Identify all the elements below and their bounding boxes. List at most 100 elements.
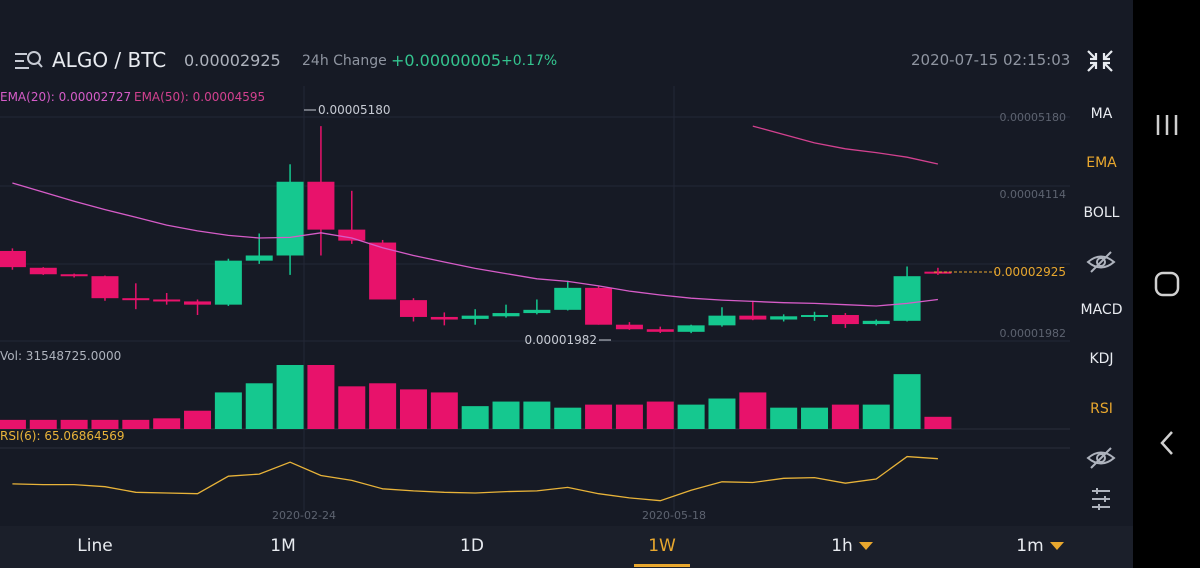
volume-bar bbox=[307, 365, 335, 429]
home-icon[interactable] bbox=[1151, 269, 1183, 299]
volume-bar bbox=[862, 404, 890, 429]
low-marker: 0.00001982 bbox=[524, 333, 597, 347]
volume-bar bbox=[831, 404, 859, 429]
indicator-macd[interactable]: MACD bbox=[1080, 302, 1123, 318]
timeframe-bar: Line 1M 1D 1W 1h 1m bbox=[0, 526, 1133, 568]
system-nav-bar bbox=[1133, 0, 1200, 568]
volume-bar bbox=[60, 419, 88, 429]
indicator-kdj[interactable]: KDJ bbox=[1089, 351, 1114, 367]
tab-1m-month[interactable]: 1M bbox=[248, 536, 318, 556]
candle-body bbox=[801, 315, 829, 318]
volume-bar bbox=[924, 416, 952, 429]
candle-body bbox=[924, 271, 952, 274]
ema20-line bbox=[12, 182, 938, 307]
dropdown-triangle-icon bbox=[858, 542, 873, 550]
candle-body bbox=[91, 276, 119, 299]
last-price: 0.00002925 bbox=[184, 51, 281, 70]
tab-1w[interactable]: 1W bbox=[627, 536, 697, 556]
tab-label: 1h bbox=[831, 536, 853, 556]
indicator-ema[interactable]: EMA bbox=[1086, 155, 1117, 171]
candle-body bbox=[307, 181, 335, 230]
volume-bar bbox=[276, 365, 304, 429]
volume-bar bbox=[91, 419, 119, 429]
tab-1d[interactable]: 1D bbox=[437, 536, 507, 556]
candle-body bbox=[615, 324, 643, 330]
volume-bar bbox=[461, 406, 489, 429]
recent-apps-icon[interactable] bbox=[1151, 110, 1183, 140]
volume-bar bbox=[0, 419, 26, 429]
back-icon[interactable] bbox=[1151, 428, 1183, 458]
volume-bar bbox=[399, 389, 427, 429]
volume-bar bbox=[708, 398, 736, 429]
tab-label: 1M bbox=[270, 536, 296, 556]
candle-body bbox=[646, 329, 674, 332]
ema20-legend: EMA(20): 0.00002727 bbox=[0, 90, 131, 104]
volume-bar bbox=[523, 401, 551, 429]
indicator-rsi[interactable]: RSI bbox=[1090, 401, 1113, 417]
candle-body bbox=[338, 229, 366, 241]
candle-body bbox=[245, 255, 273, 261]
ema50-line bbox=[752, 125, 939, 165]
price-chart[interactable]: EMA(20): 0.00002727 EMA(50): 0.00004595 … bbox=[0, 86, 1070, 526]
candle-body bbox=[523, 309, 551, 314]
volume-bar bbox=[184, 410, 212, 429]
timestamp: 2020-07-15 02:15:03 bbox=[911, 51, 1071, 69]
tab-label: Line bbox=[77, 536, 113, 556]
sliders-icon[interactable] bbox=[1086, 486, 1116, 512]
current-price-tag: 0.00002925 bbox=[993, 265, 1066, 279]
price-axis-label: 0.00001982 bbox=[1000, 327, 1066, 340]
volume-bar bbox=[585, 404, 613, 429]
date-label: 2020-02-24 bbox=[272, 509, 336, 522]
volume-bar bbox=[646, 401, 674, 429]
volume-bar bbox=[893, 374, 921, 429]
candle-body bbox=[862, 320, 890, 325]
volume-bar bbox=[615, 404, 643, 429]
eye-off-icon[interactable] bbox=[1086, 249, 1116, 275]
indicator-ma[interactable]: MA bbox=[1090, 106, 1113, 122]
candle-body bbox=[492, 313, 520, 317]
volume-bar bbox=[770, 407, 798, 429]
candle-body bbox=[893, 276, 921, 321]
candle-body bbox=[184, 301, 212, 305]
volume-bar bbox=[29, 419, 57, 429]
candle-body bbox=[585, 287, 613, 325]
exit-fullscreen-icon[interactable] bbox=[1086, 48, 1114, 74]
volume-bar bbox=[801, 407, 829, 429]
candle-body bbox=[122, 298, 150, 301]
tab-1m-minute[interactable]: 1m bbox=[1000, 536, 1080, 556]
rsi-label: RSI(6): 65.06864569 bbox=[0, 429, 125, 443]
header: ALGO / BTC 0.00002925 24h Change +0.0000… bbox=[0, 0, 1133, 118]
candle-body bbox=[214, 260, 242, 305]
candle-body bbox=[739, 315, 767, 320]
dropdown-triangle-icon bbox=[1049, 542, 1064, 550]
volume-bars bbox=[0, 365, 952, 429]
pair-title[interactable]: ALGO / BTC bbox=[52, 48, 167, 72]
tab-label: 1D bbox=[460, 536, 484, 556]
change-percent: +0.17% bbox=[501, 53, 558, 69]
volume-bar bbox=[554, 407, 582, 429]
tab-1h[interactable]: 1h bbox=[812, 536, 892, 556]
price-axis-label: 0.00005180 bbox=[1000, 111, 1066, 124]
ema50-legend: EMA(50): 0.00004595 bbox=[134, 90, 265, 104]
volume-bar bbox=[739, 392, 767, 429]
candle-body bbox=[677, 325, 705, 332]
tab-label: 1W bbox=[648, 536, 676, 556]
candle-body bbox=[153, 299, 181, 302]
candle-body bbox=[0, 250, 26, 268]
list-search-icon[interactable] bbox=[14, 48, 44, 74]
candle-body bbox=[399, 300, 427, 317]
change-absolute: +0.00000005 bbox=[391, 51, 502, 70]
candle-body bbox=[60, 274, 88, 277]
volume-bar bbox=[492, 401, 520, 429]
tab-label: 1m bbox=[1016, 536, 1044, 556]
rsi-line bbox=[12, 455, 938, 502]
candle-body bbox=[29, 267, 57, 275]
indicator-boll[interactable]: BOLL bbox=[1083, 205, 1120, 221]
grid bbox=[0, 86, 1070, 511]
volume-bar bbox=[122, 419, 150, 429]
candle-body bbox=[430, 316, 458, 320]
eye-off-icon[interactable] bbox=[1086, 445, 1116, 471]
indicator-panel: MA EMA BOLL MACD KDJ RSI bbox=[1070, 86, 1133, 526]
tab-line[interactable]: Line bbox=[60, 536, 130, 556]
active-tab-indicator bbox=[634, 564, 690, 567]
